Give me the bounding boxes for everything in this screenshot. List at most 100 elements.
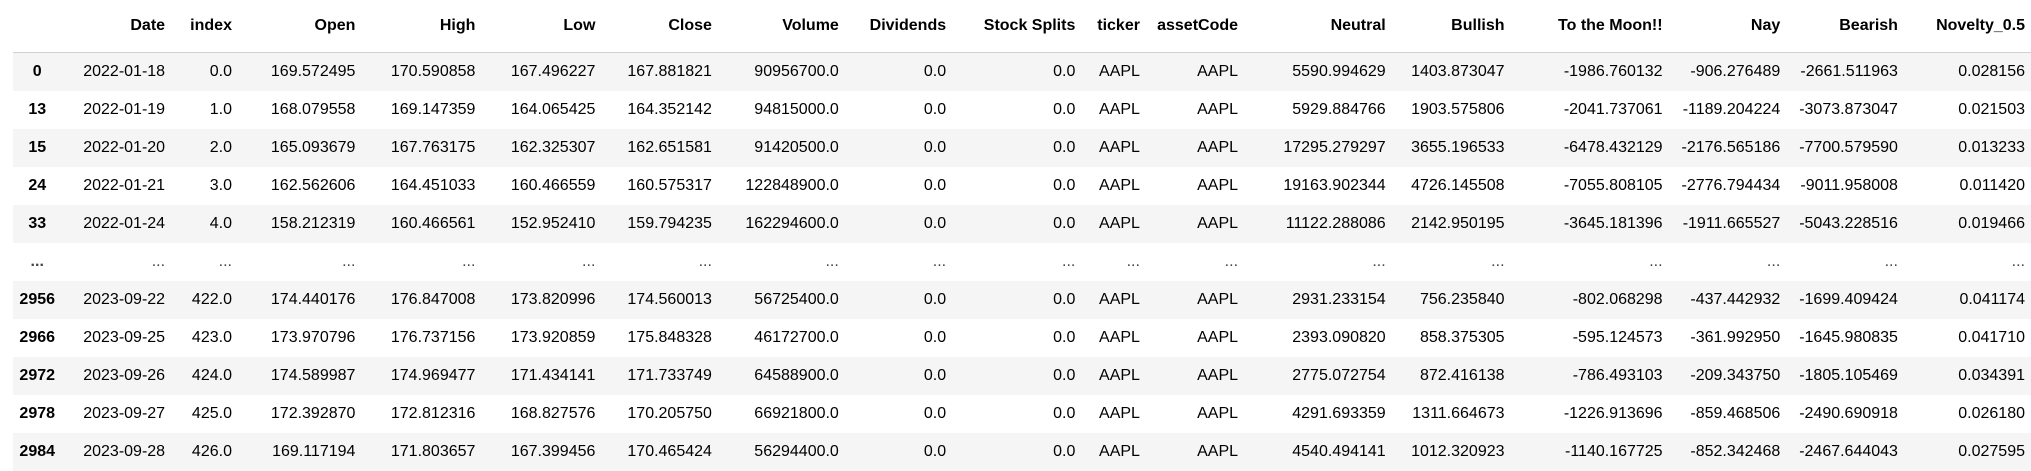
column-header-to-the-moon: To the Moon!! bbox=[1511, 0, 1669, 53]
cell-stock-splits: 0.0 bbox=[952, 91, 1081, 129]
cell-high: 160.466561 bbox=[361, 205, 481, 243]
cell-dividends: 0.0 bbox=[845, 205, 952, 243]
cell-asset-code: AAPL bbox=[1146, 167, 1244, 205]
cell-volume: 91420500.0 bbox=[718, 129, 845, 167]
cell-dividends: 0.0 bbox=[845, 167, 952, 205]
cell-nay: -1189.204224 bbox=[1669, 91, 1787, 129]
cell-low: 152.952410 bbox=[481, 205, 601, 243]
cell-date: 2023-09-28 bbox=[61, 433, 171, 471]
cell-date: 2023-09-27 bbox=[61, 395, 171, 433]
cell-low: 162.325307 bbox=[481, 129, 601, 167]
column-header-index: index bbox=[171, 0, 238, 53]
cell-dividends: 0.0 bbox=[845, 319, 952, 357]
cell-ticker: AAPL bbox=[1081, 281, 1146, 319]
cell-stock-splits: 0.0 bbox=[952, 167, 1081, 205]
cell-novelty: 0.026180 bbox=[1904, 395, 2031, 433]
cell-bullish: 756.235840 bbox=[1392, 281, 1511, 319]
cell-open: 174.440176 bbox=[238, 281, 361, 319]
cell-bearish: -3073.873047 bbox=[1786, 91, 1904, 129]
cell-neutral: 19163.902344 bbox=[1244, 167, 1392, 205]
row-index-cell: 2978 bbox=[13, 395, 61, 433]
cell-neutral: 5929.884766 bbox=[1244, 91, 1392, 129]
cell-date: 2023-09-25 bbox=[61, 319, 171, 357]
cell-open: 173.970796 bbox=[238, 319, 361, 357]
cell-open: 169.572495 bbox=[238, 53, 361, 92]
cell-close: 162.651581 bbox=[601, 129, 718, 167]
cell-date: 2023-09-22 bbox=[61, 281, 171, 319]
cell-asset-code: AAPL bbox=[1146, 433, 1244, 471]
cell-low: 168.827576 bbox=[481, 395, 601, 433]
cell-stock-splits: 0.0 bbox=[952, 205, 1081, 243]
cell-volume: 56725400.0 bbox=[718, 281, 845, 319]
column-header-index-label bbox=[13, 0, 61, 53]
cell-close: 160.575317 bbox=[601, 167, 718, 205]
cell-open: 168.079558 bbox=[238, 91, 361, 129]
cell-neutral: 4540.494141 bbox=[1244, 433, 1392, 471]
cell-index: 423.0 bbox=[171, 319, 238, 357]
cell-bullish: 3655.196533 bbox=[1392, 129, 1511, 167]
cell-to-the-moon: ... bbox=[1511, 243, 1669, 281]
cell-asset-code: AAPL bbox=[1146, 281, 1244, 319]
cell-to-the-moon: -786.493103 bbox=[1511, 357, 1669, 395]
cell-open: 172.392870 bbox=[238, 395, 361, 433]
cell-to-the-moon: -6478.432129 bbox=[1511, 129, 1669, 167]
cell-stock-splits: 0.0 bbox=[952, 357, 1081, 395]
cell-novelty: 0.028156 bbox=[1904, 53, 2031, 92]
cell-ticker: AAPL bbox=[1081, 167, 1146, 205]
cell-index: 0.0 bbox=[171, 53, 238, 92]
cell-high: 170.590858 bbox=[361, 53, 481, 92]
cell-nay: ... bbox=[1669, 243, 1787, 281]
cell-novelty: 0.041710 bbox=[1904, 319, 2031, 357]
cell-high: 174.969477 bbox=[361, 357, 481, 395]
cell-bearish: -2490.690918 bbox=[1786, 395, 1904, 433]
cell-stock-splits: 0.0 bbox=[952, 281, 1081, 319]
cell-nay: -852.342468 bbox=[1669, 433, 1787, 471]
cell-open: ... bbox=[238, 243, 361, 281]
column-header-high: High bbox=[361, 0, 481, 53]
cell-close: 164.352142 bbox=[601, 91, 718, 129]
cell-low: 171.434141 bbox=[481, 357, 601, 395]
cell-neutral: ... bbox=[1244, 243, 1392, 281]
cell-open: 174.589987 bbox=[238, 357, 361, 395]
cell-close: 171.733749 bbox=[601, 357, 718, 395]
cell-bullish: 858.375305 bbox=[1392, 319, 1511, 357]
cell-ticker: AAPL bbox=[1081, 357, 1146, 395]
cell-bullish: 1403.873047 bbox=[1392, 53, 1511, 92]
cell-bullish: 872.416138 bbox=[1392, 357, 1511, 395]
row-index-cell: 0 bbox=[13, 53, 61, 92]
cell-neutral: 11122.288086 bbox=[1244, 205, 1392, 243]
column-header-nay: Nay bbox=[1669, 0, 1787, 53]
cell-novelty: 0.021503 bbox=[1904, 91, 2031, 129]
cell-open: 165.093679 bbox=[238, 129, 361, 167]
cell-asset-code: AAPL bbox=[1146, 53, 1244, 92]
cell-neutral: 2775.072754 bbox=[1244, 357, 1392, 395]
cell-bearish: -9011.958008 bbox=[1786, 167, 1904, 205]
column-header-bearish: Bearish bbox=[1786, 0, 1904, 53]
cell-index: ... bbox=[171, 243, 238, 281]
cell-neutral: 5590.994629 bbox=[1244, 53, 1392, 92]
cell-open: 162.562606 bbox=[238, 167, 361, 205]
cell-asset-code: AAPL bbox=[1146, 205, 1244, 243]
cell-novelty: 0.011420 bbox=[1904, 167, 2031, 205]
cell-dividends: 0.0 bbox=[845, 129, 952, 167]
cell-bearish: -7700.579590 bbox=[1786, 129, 1904, 167]
cell-volume: 94815000.0 bbox=[718, 91, 845, 129]
cell-index: 424.0 bbox=[171, 357, 238, 395]
cell-to-the-moon: -2041.737061 bbox=[1511, 91, 1669, 129]
cell-index: 426.0 bbox=[171, 433, 238, 471]
cell-novelty: 0.013233 bbox=[1904, 129, 2031, 167]
column-header-bullish: Bullish bbox=[1392, 0, 1511, 53]
cell-nay: -2176.565186 bbox=[1669, 129, 1787, 167]
row-index-cell: 2956 bbox=[13, 281, 61, 319]
cell-bullish: 2142.950195 bbox=[1392, 205, 1511, 243]
cell-low: 167.496227 bbox=[481, 53, 601, 92]
cell-dividends: 0.0 bbox=[845, 395, 952, 433]
cell-to-the-moon: -7055.808105 bbox=[1511, 167, 1669, 205]
cell-novelty: 0.041174 bbox=[1904, 281, 2031, 319]
cell-stock-splits: ... bbox=[952, 243, 1081, 281]
cell-bearish: -2467.644043 bbox=[1786, 433, 1904, 471]
cell-close: 159.794235 bbox=[601, 205, 718, 243]
